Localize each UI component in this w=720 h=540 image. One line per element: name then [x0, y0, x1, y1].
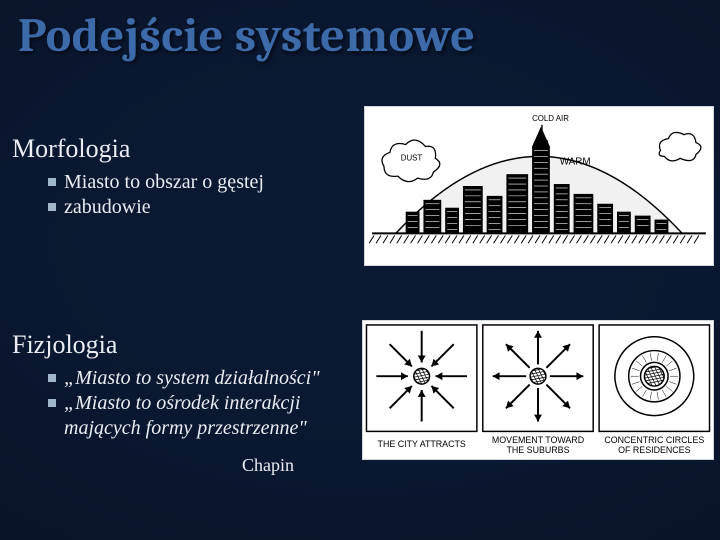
- svg-text:WARM: WARM: [560, 156, 591, 167]
- morfologia-bullets: Miasto to obszar o gęstej zabudowie: [48, 170, 356, 220]
- svg-text:MOVEMENT TOWARD: MOVEMENT TOWARD: [492, 435, 584, 445]
- figure-three-panels: THE CITY ATTRACTS MOVEMENT TOWARDTHE SUBU…: [362, 320, 714, 460]
- morfologia-heading: Morfologia: [12, 134, 356, 164]
- figure-city-dome: DUST COLD AIR WARM CLOUDS: [364, 106, 714, 266]
- slide-title: Podejście systemowe: [0, 0, 720, 63]
- attribution: Chapin: [242, 455, 366, 476]
- svg-text:THE CITY ATTRACTS: THE CITY ATTRACTS: [378, 439, 466, 449]
- bullet-text: mających formy przestrzenne": [64, 416, 307, 441]
- bullet-line: „Miasto to ośrodek interakcji: [48, 391, 366, 416]
- section-fizjologia: Fizjologia „Miasto to system działalnośc…: [6, 330, 366, 476]
- bullet-line: mających formy przestrzenne": [64, 416, 366, 441]
- figure-three-panels-svg: THE CITY ATTRACTS MOVEMENT TOWARDTHE SUBU…: [363, 321, 713, 459]
- bullet-text: „Miasto to ośrodek interakcji: [64, 391, 300, 416]
- bullet-line: „Miasto to system działalności": [48, 366, 366, 391]
- bullet-text: zabudowie: [64, 195, 151, 220]
- svg-text:THE SUBURBS: THE SUBURBS: [506, 445, 569, 455]
- bullet-icon: [48, 374, 56, 382]
- bullet-text: „Miasto to system działalności": [64, 366, 320, 391]
- svg-text:CONCENTRIC CIRCLES: CONCENTRIC CIRCLES: [604, 435, 704, 445]
- bullet-icon: [48, 399, 56, 407]
- svg-text:COLD AIR: COLD AIR: [532, 114, 569, 123]
- bullet-text: Miasto to obszar o gęstej: [64, 170, 264, 195]
- svg-text:OF RESIDENCES: OF RESIDENCES: [618, 445, 690, 455]
- figure-city-dome-svg: DUST COLD AIR WARM CLOUDS: [365, 107, 713, 265]
- bullet-line: zabudowie: [48, 195, 356, 220]
- fizjologia-heading: Fizjologia: [12, 330, 366, 360]
- bullet-icon: [48, 178, 56, 186]
- bullet-icon: [48, 203, 56, 211]
- bullet-line: Miasto to obszar o gęstej: [48, 170, 356, 195]
- svg-text:DUST: DUST: [401, 153, 423, 162]
- section-morfologia: Morfologia Miasto to obszar o gęstej zab…: [6, 134, 356, 220]
- fizjologia-bullets: „Miasto to system działalności" „Miasto …: [48, 366, 366, 441]
